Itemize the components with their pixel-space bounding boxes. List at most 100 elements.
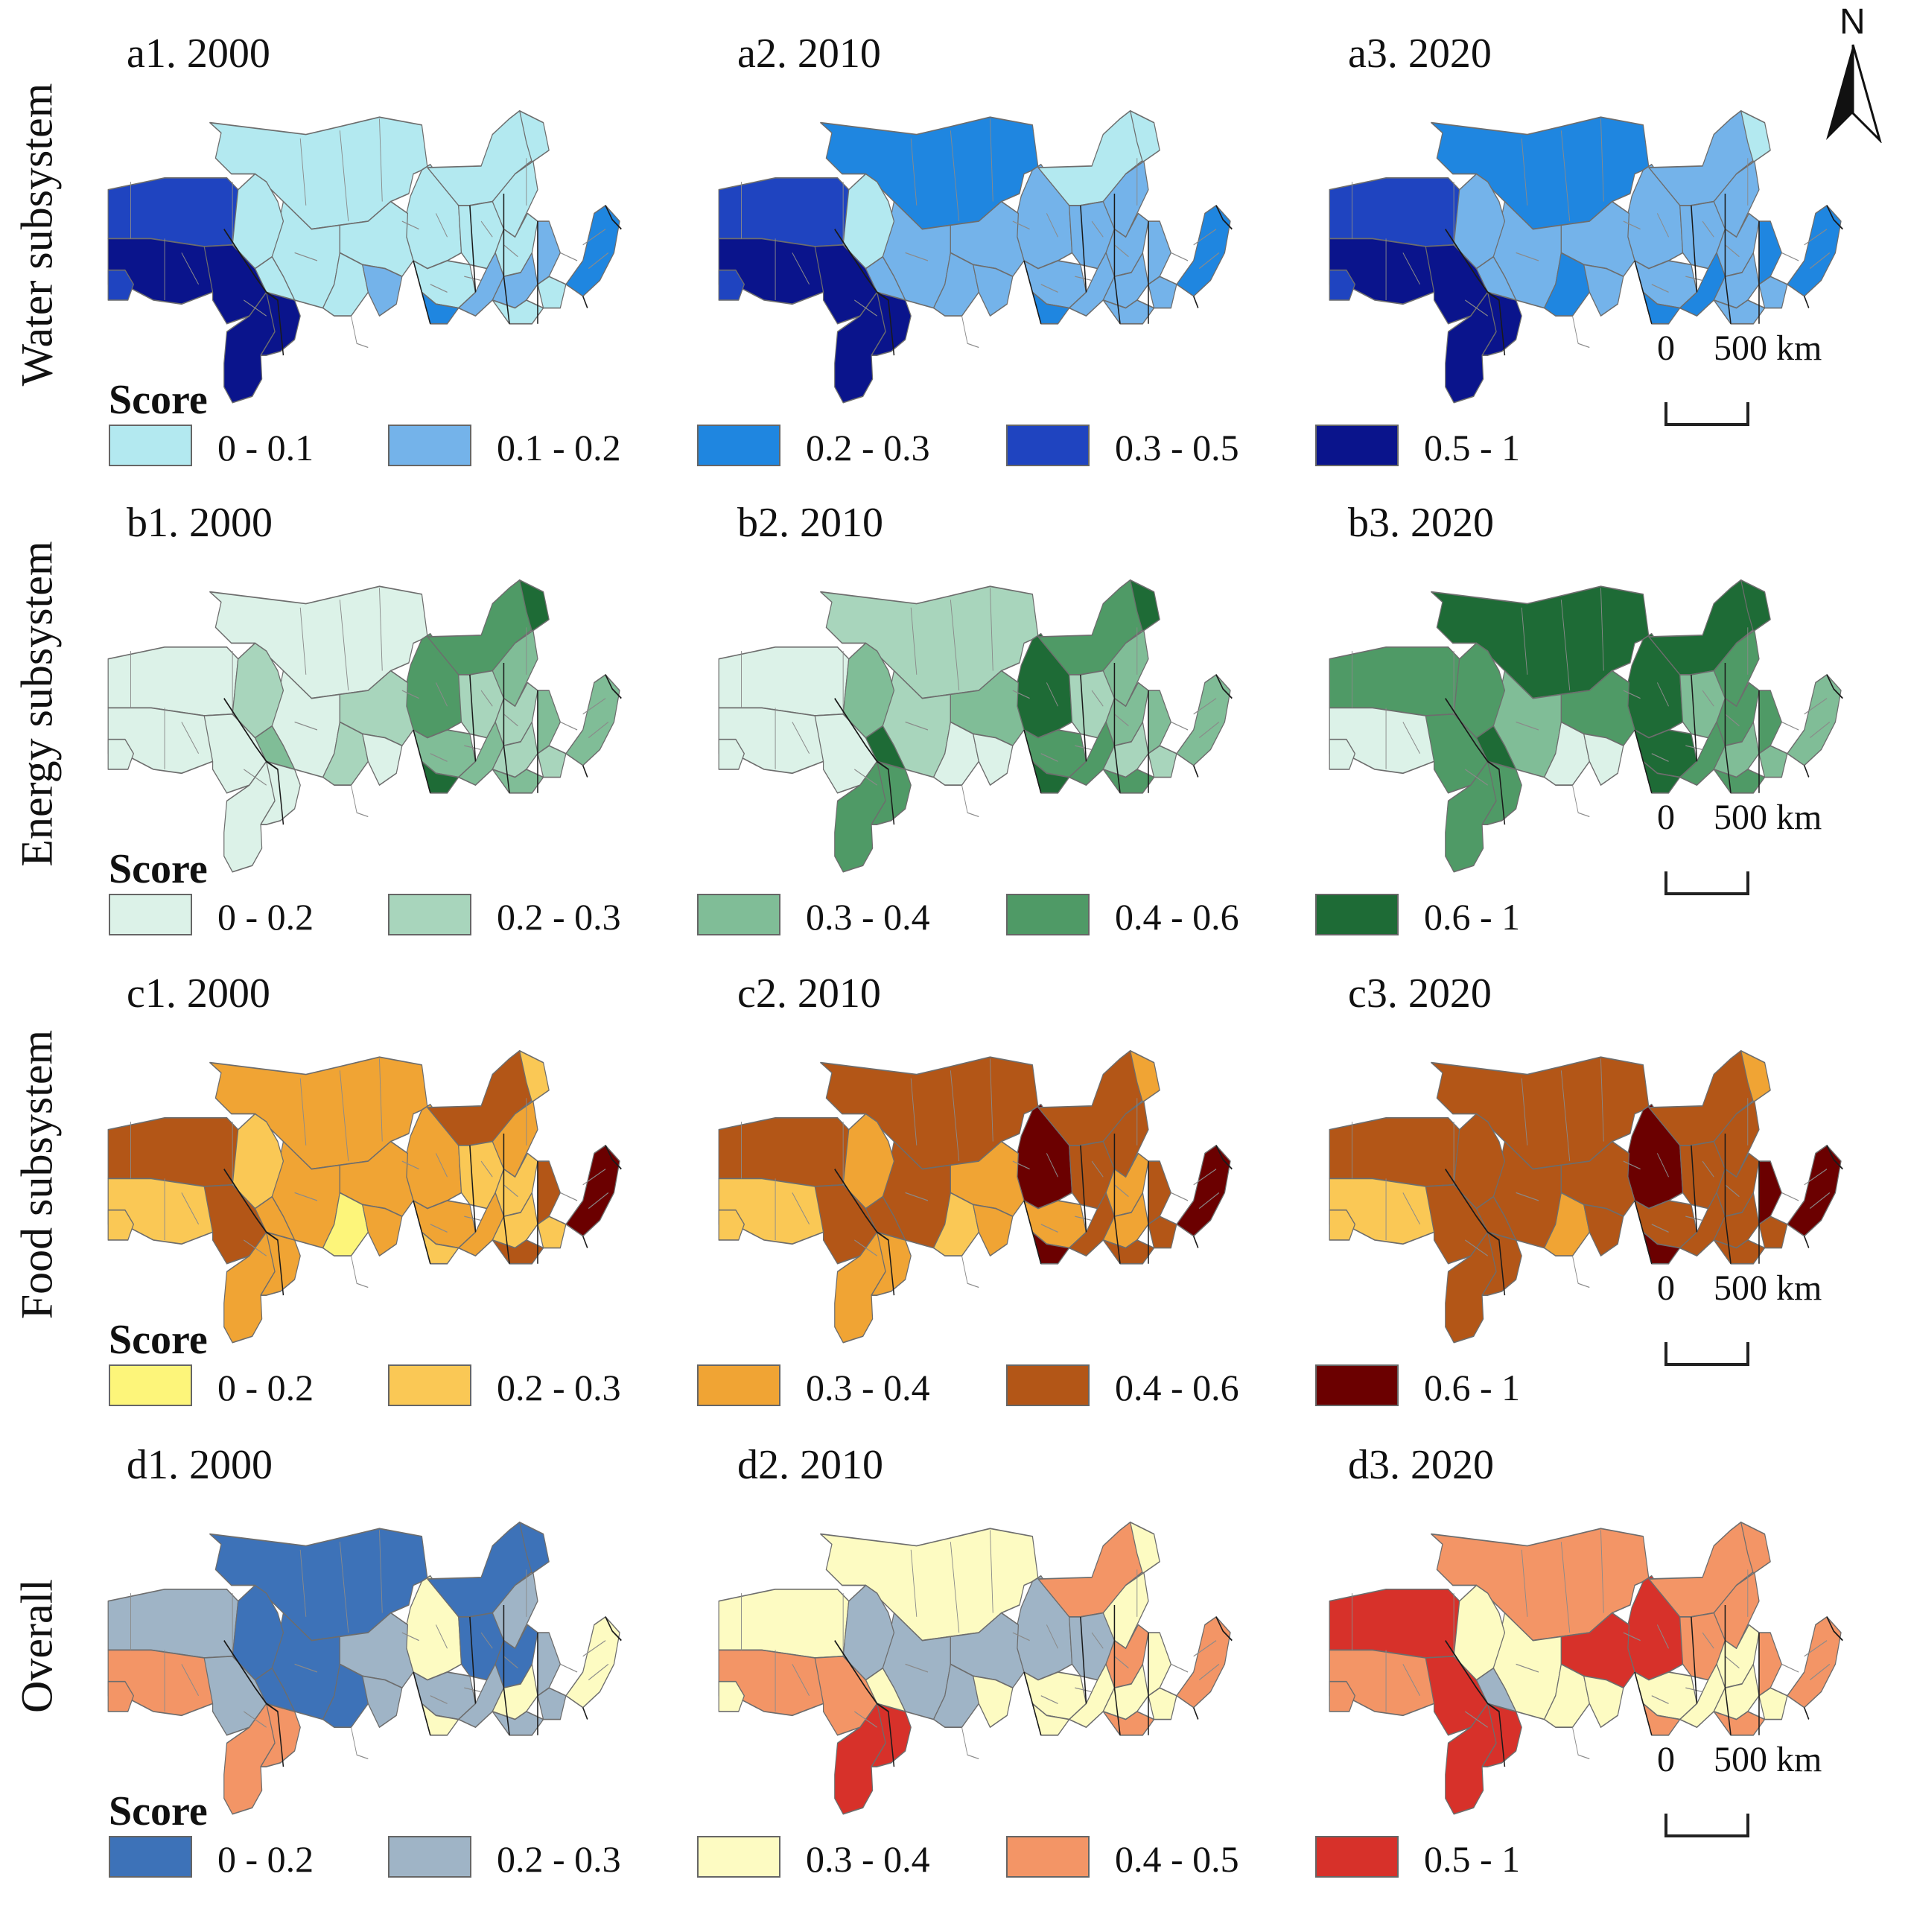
county-boundary [244, 1239, 267, 1256]
county-boundary [299, 1549, 307, 1617]
county-boundary [1091, 1632, 1104, 1649]
legend-label: 0 - 0.1 [217, 427, 314, 468]
map-region [1787, 674, 1842, 766]
county-boundary [1810, 252, 1831, 270]
county-boundary [1702, 690, 1714, 707]
county-boundary [401, 220, 419, 230]
county-boundary [1781, 1192, 1799, 1201]
legend-label: 0.6 - 1 [1424, 1367, 1521, 1408]
map-region [1130, 1049, 1160, 1103]
county-boundary [1012, 1160, 1030, 1170]
map-region [1329, 738, 1355, 770]
choropleth-map [1329, 579, 1843, 873]
county-boundary [1516, 721, 1539, 731]
legend-label: 0.2 - 0.3 [497, 1838, 621, 1880]
map-region [519, 579, 550, 632]
province-boundary [503, 193, 510, 324]
map-region [1130, 109, 1160, 163]
map-region [565, 1145, 620, 1237]
scale-start: 0 [1657, 1268, 1675, 1308]
row-title: Energy subsystem [12, 541, 62, 867]
map-panel: c1. 2000 [97, 940, 708, 1357]
panel-label: d3. 2020 [1348, 1442, 1494, 1488]
county-boundary [1465, 1711, 1488, 1728]
map-region [1176, 1616, 1231, 1709]
map-region [537, 1632, 561, 1697]
county-boundary [1521, 607, 1528, 675]
county-boundary [950, 130, 960, 222]
county-boundary [294, 1192, 318, 1201]
legend-swatch [109, 1836, 192, 1878]
county-boundary [244, 769, 267, 786]
province-boundary [1691, 205, 1698, 293]
county-boundary [910, 607, 918, 675]
county-boundary [990, 1058, 993, 1142]
county-boundary [464, 1216, 482, 1221]
map-region [1329, 1116, 1460, 1187]
scale-bar: 0 500 km [1657, 797, 1822, 901]
province-boundary [582, 296, 588, 309]
county-boundary [1516, 252, 1539, 261]
county-boundary [588, 1192, 609, 1210]
county-boundary [1091, 220, 1104, 238]
scale-line [1664, 871, 1749, 895]
row-title: Overall [12, 1579, 62, 1713]
county-boundary [1465, 1239, 1488, 1256]
province-boundary [1215, 205, 1233, 230]
province-boundary [1023, 260, 1042, 325]
county-boundary [1572, 1726, 1590, 1760]
county-boundary [792, 722, 810, 754]
scale-line [1664, 1342, 1749, 1366]
map-region [1583, 1675, 1624, 1728]
province-boundary [1826, 205, 1843, 230]
map-region [718, 1680, 745, 1712]
county-boundary [299, 607, 307, 675]
map-region [1148, 1160, 1171, 1225]
county-boundary [1040, 284, 1058, 293]
county-boundary [480, 220, 493, 238]
county-boundary [503, 1656, 518, 1669]
county-boundary [905, 1663, 929, 1673]
county-boundary [1075, 745, 1093, 751]
map-region [1176, 1145, 1231, 1237]
county-boundary [401, 1160, 419, 1170]
county-boundary [1560, 600, 1571, 691]
county-boundary [339, 1542, 349, 1633]
map-panel: d3. 2020 [1318, 1411, 1911, 1828]
legend-label: 0.2 - 0.3 [497, 1367, 621, 1408]
map-region [107, 1680, 134, 1712]
county-boundary [379, 588, 383, 671]
map-panel: b3. 2020 [1318, 469, 1911, 886]
choropleth-map [718, 1049, 1233, 1344]
county-boundary [1651, 1695, 1669, 1704]
county-boundary [1781, 721, 1799, 731]
county-boundary [1521, 138, 1528, 206]
county-boundary [1193, 229, 1217, 246]
legend-swatch [1315, 1836, 1399, 1878]
county-boundary [351, 784, 369, 818]
county-boundary [1091, 690, 1104, 707]
province-boundary [413, 260, 431, 325]
legend-swatch [1315, 1364, 1399, 1406]
county-boundary [1171, 1663, 1189, 1673]
county-boundary [560, 252, 578, 261]
county-boundary [1804, 1640, 1828, 1657]
legend-title: Score [109, 846, 208, 892]
county-boundary [503, 1184, 518, 1198]
county-boundary [1199, 1663, 1220, 1681]
panel-label: d2. 2010 [737, 1442, 883, 1488]
legend-swatch [1315, 894, 1399, 935]
county-boundary [1521, 1078, 1528, 1145]
legend-swatch [109, 1364, 192, 1406]
county-boundary [401, 1632, 419, 1642]
county-boundary [1656, 1624, 1669, 1649]
province-boundary [1445, 228, 1506, 356]
map-row-2: Energy subsystem b1. 2000 b2. 2010 b3. 2020… [0, 469, 1911, 938]
county-boundary [1114, 1184, 1129, 1198]
county-boundary [905, 1192, 929, 1201]
county-boundary [1600, 1058, 1604, 1142]
scale-start: 0 [1657, 1740, 1675, 1779]
map-row-1: Water subsystem a1. 2000 a2. 2010 a3. 2020 S… [0, 0, 1911, 469]
county-boundary [1402, 1664, 1420, 1697]
province-boundary [1215, 1616, 1233, 1642]
